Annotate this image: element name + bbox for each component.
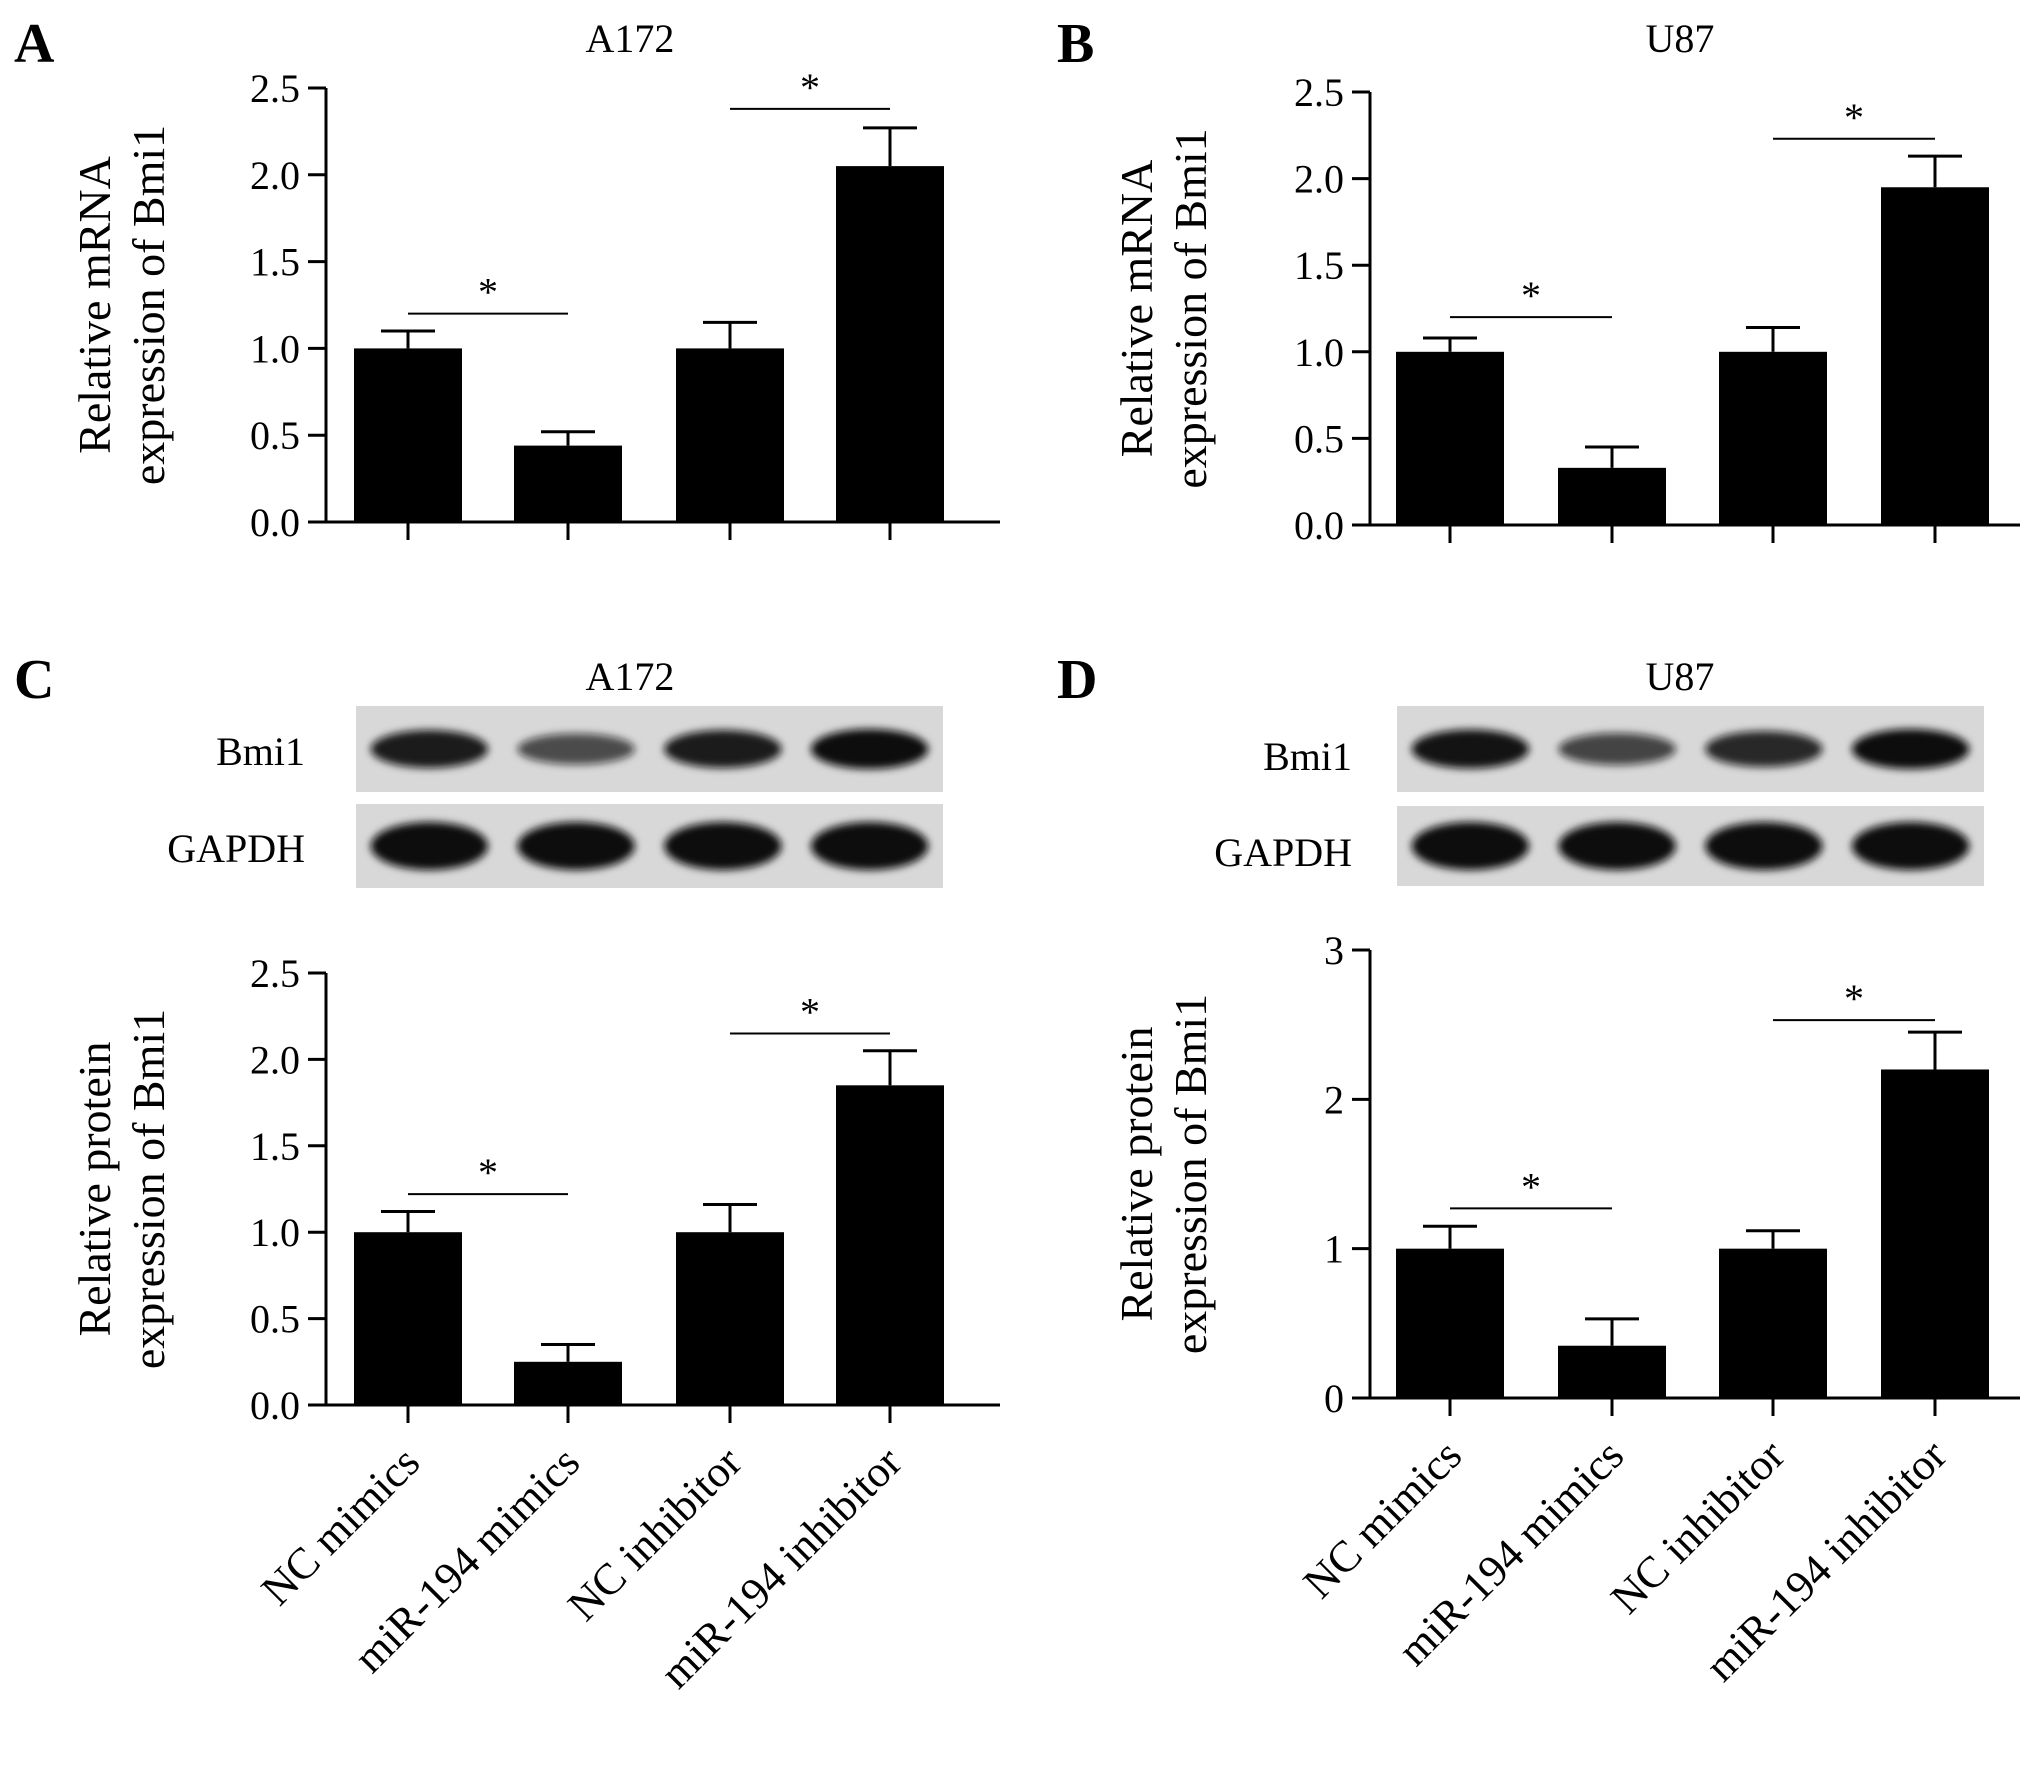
panel-c-title: A172 bbox=[586, 654, 675, 699]
panel-b-y-label-line-2: expression of Bmi1 bbox=[1165, 128, 1216, 488]
panel-d-y-tick-label: 3 bbox=[1324, 928, 1344, 973]
panel-a-title: A172 bbox=[586, 16, 675, 61]
panel-b-significance-star-2: * bbox=[1844, 95, 1864, 140]
panel-c-blot-band-gapdh-lane-2 bbox=[517, 822, 635, 870]
panel-d-blot-band-gapdh-lane-3 bbox=[1705, 822, 1823, 870]
panel-c-blot-band-gapdh-lane-4 bbox=[810, 822, 929, 870]
panel-b-bar-chart: 0.0 0.5 1.0 1.5 2.0 2.5 Relative mRNA expressio… bbox=[1111, 70, 2020, 548]
panel-a-bar-2 bbox=[514, 445, 622, 522]
panel-a-significance-star-2: * bbox=[800, 65, 820, 110]
panel-d-y-tick-label: 0 bbox=[1324, 1376, 1344, 1421]
panel-d-western-blot: Bmi1 GAPDH bbox=[1214, 706, 1984, 886]
panel-c-y-label-line-2: expression of Bmi1 bbox=[123, 1009, 174, 1369]
panel-a-y-tick-label: 2.5 bbox=[250, 66, 300, 111]
blot-d-gapdh-label: GAPDH bbox=[1214, 830, 1352, 875]
panel-b-bar-4 bbox=[1881, 187, 1989, 525]
panel-d-y-tick-label: 1 bbox=[1324, 1227, 1344, 1272]
panel-d-y-label-line-2: expression of Bmi1 bbox=[1165, 994, 1216, 1354]
panel-d-category-label-1: NC mimics bbox=[1294, 1430, 1471, 1607]
panel-d-y-tick-label: 2 bbox=[1324, 1077, 1344, 1122]
panel-letter-b: B bbox=[1057, 13, 1094, 75]
blot-d-bmi1-label: Bmi1 bbox=[1263, 734, 1352, 779]
panel-a-bar-chart: 0.0 0.5 1.0 1.5 2.0 2.5 Relative mRNA expressio… bbox=[69, 65, 1000, 545]
panel-d-bar-1 bbox=[1396, 1248, 1504, 1398]
panel-c-blot-band-gapdh-lane-3 bbox=[664, 822, 782, 870]
panel-b-y-label-line-1: Relative mRNA bbox=[1111, 160, 1162, 458]
panel-d-significance-star-2: * bbox=[1844, 976, 1864, 1021]
panel-a-y-tick-label: 0.0 bbox=[250, 500, 300, 545]
panel-c-blot-band-gapdh-lane-1 bbox=[370, 822, 489, 870]
panel-d-blot-band-bmi1-lane-2 bbox=[1558, 733, 1676, 765]
panel-b-bar-2 bbox=[1558, 467, 1666, 525]
panel-d-bar-3 bbox=[1719, 1248, 1827, 1398]
panel-a-significance-star-1: * bbox=[478, 270, 498, 315]
panel-a-bar-1 bbox=[354, 348, 462, 522]
panel-c-significance-star-2: * bbox=[800, 989, 820, 1034]
panel-d-y-label-line-1: Relative protein bbox=[1111, 1026, 1162, 1321]
panel-d-bar-4 bbox=[1881, 1069, 1989, 1398]
panel-d-title: U87 bbox=[1646, 654, 1715, 699]
panel-d-blot-band-gapdh-lane-1 bbox=[1411, 822, 1530, 870]
panel-b-significance-star-1: * bbox=[1521, 273, 1541, 318]
blot-c-gapdh-label: GAPDH bbox=[167, 826, 305, 871]
panel-c-y-tick-label: 0.0 bbox=[250, 1383, 300, 1428]
panel-letter-a: A bbox=[14, 13, 55, 75]
panel-c-y-tick-label: 0.5 bbox=[250, 1297, 300, 1342]
panel-c-y-tick-label: 2.0 bbox=[250, 1037, 300, 1082]
panel-d-bar-2 bbox=[1558, 1345, 1666, 1398]
panel-b-y-tick-label: 1.5 bbox=[1294, 243, 1344, 288]
panel-a-y-tick-label: 0.5 bbox=[250, 413, 300, 458]
panel-a-y-label-line-1: Relative mRNA bbox=[69, 156, 120, 454]
panel-d-blot-band-bmi1-lane-3 bbox=[1705, 731, 1823, 767]
panel-b-title: U87 bbox=[1646, 16, 1715, 61]
panel-c-y-tick-label: 2.5 bbox=[250, 951, 300, 996]
panel-b-y-tick-label: 1.0 bbox=[1294, 330, 1344, 375]
panel-b-y-tick-label: 2.0 bbox=[1294, 157, 1344, 202]
panel-a-y-label-line-2: expression of Bmi1 bbox=[123, 125, 174, 485]
panel-a-y-tick-label: 1.0 bbox=[250, 326, 300, 371]
panel-b-y-tick-label: 0.5 bbox=[1294, 416, 1344, 461]
panel-c-western-blot: Bmi1 GAPDH bbox=[167, 706, 943, 888]
panel-c-bar-3 bbox=[676, 1232, 784, 1405]
panel-d-bar-chart: 0 1 2 3 Relative protein expression of Bmi1 NC… bbox=[1111, 928, 2020, 1691]
panel-a-y-tick-label: 1.5 bbox=[250, 240, 300, 285]
panel-c-bar-4 bbox=[836, 1085, 944, 1405]
panel-c-blot-band-bmi1-lane-2 bbox=[517, 733, 635, 765]
panel-letter-d: D bbox=[1057, 649, 1097, 711]
panel-c-blot-band-bmi1-lane-3 bbox=[664, 730, 782, 768]
panel-letter-c: C bbox=[14, 649, 54, 711]
panel-d-blot-band-gapdh-lane-4 bbox=[1851, 822, 1970, 870]
panel-c-bar-2 bbox=[514, 1361, 622, 1405]
panel-b-y-tick-label: 2.5 bbox=[1294, 70, 1344, 115]
panel-c-y-tick-label: 1.0 bbox=[250, 1210, 300, 1255]
panel-b-y-tick-label: 0.0 bbox=[1294, 503, 1344, 548]
panel-c-significance-star-1: * bbox=[478, 1150, 498, 1195]
panel-c-blot-band-bmi1-lane-4 bbox=[810, 729, 929, 769]
panel-c-bar-chart: 0.0 0.5 1.0 1.5 2.0 2.5 Relative protein expres… bbox=[69, 951, 1000, 1698]
panel-c-blot-band-bmi1-lane-1 bbox=[370, 730, 489, 768]
panel-d-blot-band-bmi1-lane-1 bbox=[1411, 729, 1530, 769]
panel-c-bar-1 bbox=[354, 1232, 462, 1405]
panel-b-bar-1 bbox=[1396, 351, 1504, 525]
panel-a-y-tick-label: 2.0 bbox=[250, 153, 300, 198]
panel-d-significance-star-1: * bbox=[1521, 1164, 1541, 1209]
panel-b-bar-3 bbox=[1719, 351, 1827, 525]
panel-d-blot-band-bmi1-lane-4 bbox=[1851, 729, 1970, 769]
panel-c-y-label-line-1: Relative protein bbox=[69, 1041, 120, 1336]
panel-a-bar-3 bbox=[676, 348, 784, 522]
panel-c-y-tick-label: 1.5 bbox=[250, 1124, 300, 1169]
panel-d-blot-band-gapdh-lane-2 bbox=[1558, 822, 1676, 870]
panel-a-bar-4 bbox=[836, 166, 944, 522]
blot-c-bmi1-label: Bmi1 bbox=[216, 729, 305, 774]
